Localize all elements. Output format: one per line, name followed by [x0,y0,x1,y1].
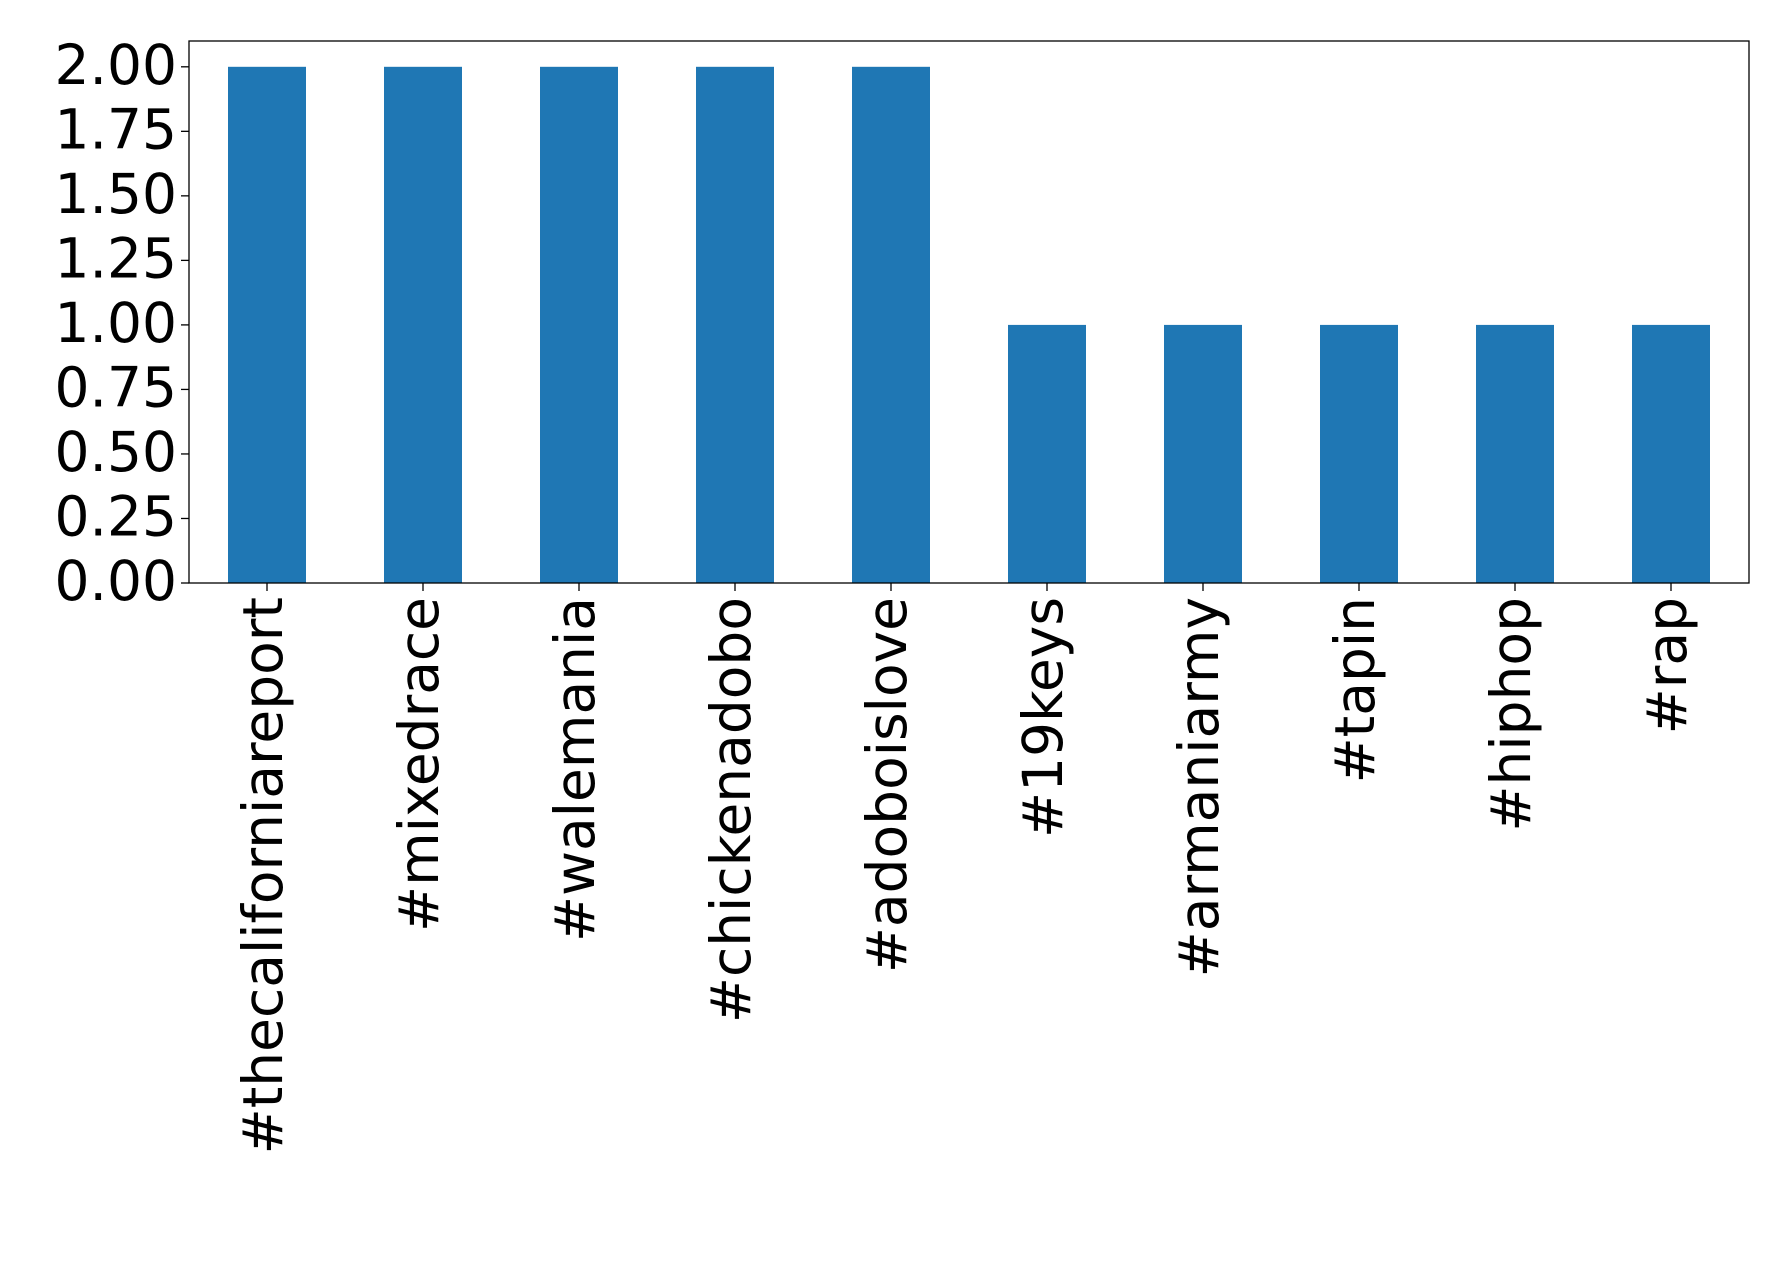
bar [696,66,774,584]
x-tick-label: #hiphop [1479,597,1543,832]
bar [1008,324,1086,583]
y-tick-label: 0.25 [55,485,177,549]
y-tick-label: 0.00 [55,549,177,613]
y-tick-label: 1.50 [55,162,177,226]
y-tick-label: 1.00 [55,291,177,355]
x-tick-label: #mixedrace [387,597,451,932]
y-tick-label: 1.25 [55,227,177,291]
y-tick-label: 1.75 [55,97,177,161]
plot-frame [188,40,1750,584]
bar [384,66,462,584]
y-tick-label: 0.50 [55,420,177,484]
x-tick-label: #19keys [1011,597,1075,838]
x-tick-label: #walemania [543,597,607,942]
x-tick-label: #chickenadobo [699,597,763,1023]
x-tick-label: #thecaliforniareport [231,597,295,1154]
bar [1632,324,1710,583]
x-tick-label: #rap [1635,597,1699,734]
y-tick-label: 0.75 [55,356,177,420]
y-tick-label: 2.00 [55,33,177,97]
bar [228,66,306,584]
x-tick-label: #armaniarmy [1167,597,1231,977]
bar [1476,324,1554,583]
bar [1320,324,1398,583]
bar [852,66,930,584]
bar [540,66,618,584]
bar [1164,324,1242,583]
x-tick-label: #tapin [1323,597,1387,783]
x-tick-label: #adoboislove [855,597,919,973]
